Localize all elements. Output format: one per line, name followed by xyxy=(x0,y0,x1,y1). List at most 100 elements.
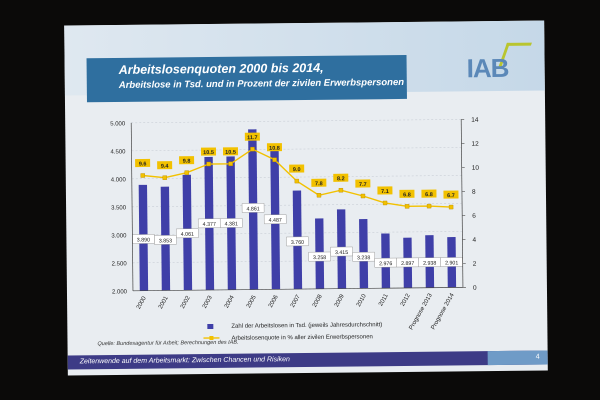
rate-point xyxy=(404,204,410,209)
bar-value-label: 3.258 xyxy=(313,255,326,261)
rate-value-label: 10.8 xyxy=(269,146,280,152)
y-left-tick-label: 4.000 xyxy=(111,177,127,183)
bar-value-label: 3.853 xyxy=(159,238,172,244)
rate-value-label: 8.2 xyxy=(337,176,345,182)
rate-point xyxy=(338,188,344,193)
rate-value-label: 9.0 xyxy=(293,167,301,173)
bar-label-box xyxy=(154,235,177,245)
bar-label-box xyxy=(263,214,287,225)
rate-label-box xyxy=(222,147,239,156)
bar-value-label: 2.938 xyxy=(423,261,436,267)
chart: 3.890 3.853 4.061 4.377 4.381 4.861 4.487 3.760… xyxy=(110,117,480,342)
bar-value-label: 3.415 xyxy=(335,250,348,256)
y-left-axis xyxy=(130,122,134,291)
rate-point xyxy=(382,200,388,206)
y-right-tick-label: 8 xyxy=(472,189,476,196)
rate-label-box xyxy=(135,158,151,168)
rate-label-box xyxy=(244,132,260,141)
bar-value-label: 2.901 xyxy=(445,260,458,266)
rate-value-label: 9.4 xyxy=(161,164,170,170)
bar-value-label: 2.897 xyxy=(401,261,414,267)
rate-value-label: 7.8 xyxy=(315,181,323,187)
y-right-tick-label: 0 xyxy=(473,285,477,292)
rate-point xyxy=(360,193,366,199)
rate-label-box xyxy=(179,156,195,165)
y-right-tick-label: 2 xyxy=(473,261,477,268)
bar-value-label: 4.061 xyxy=(181,232,194,238)
y-left-tick-label: 2.000 xyxy=(112,289,128,295)
rate-label-box xyxy=(377,186,393,195)
rate-value-label: 6.8 xyxy=(403,192,411,198)
footer-accent: 4 xyxy=(487,350,548,366)
rate-point xyxy=(228,161,233,167)
gridline xyxy=(131,175,462,180)
rate-point xyxy=(162,175,168,180)
rate-point xyxy=(250,146,255,152)
x-tick-label: 2011 xyxy=(378,293,390,308)
y-left-tick-label: 2.500 xyxy=(112,261,128,267)
x-tick-label: 2012 xyxy=(400,292,412,307)
bar-label-box xyxy=(176,228,199,239)
page-number: 4 xyxy=(535,353,540,361)
x-tick-label: 2002 xyxy=(180,295,192,310)
rate-label-box xyxy=(421,189,437,198)
rate-value-label: 10.5 xyxy=(203,150,214,156)
rate-value-label: 7.1 xyxy=(381,189,389,195)
presentation-slide: Arbeitslosenquoten 2000 bis 2014, Arbeit… xyxy=(64,20,548,376)
bar-value-label: 4.487 xyxy=(269,218,282,224)
bar-label-box xyxy=(220,218,243,228)
rate-point xyxy=(294,178,300,184)
y-right-tick-label: 12 xyxy=(471,141,479,148)
x-tick-label: Prognose 2013 xyxy=(409,292,435,331)
rate-label-box xyxy=(266,143,283,152)
x-tick-label: 2007 xyxy=(290,294,302,309)
rate-point xyxy=(448,204,454,210)
rate-label-box xyxy=(157,161,173,170)
rate-value-label: 6.8 xyxy=(425,192,433,198)
legend-swatch-marker xyxy=(209,335,214,341)
rate-label-box xyxy=(399,189,415,198)
y-right-tick-label: 10 xyxy=(472,165,480,172)
rate-point xyxy=(316,193,322,198)
bar-value-label: 3.238 xyxy=(357,255,370,261)
data-labels: 3.890 3.853 4.061 4.377 4.381 4.861 4.487 3.760… xyxy=(132,132,463,268)
x-tick-label: 2000 xyxy=(136,295,148,310)
bar-label-box xyxy=(308,251,331,262)
x-tick-label: 2005 xyxy=(246,294,258,309)
y-right-axis xyxy=(460,119,464,288)
y-right-tick-label: 6 xyxy=(472,213,476,220)
bar-label-box xyxy=(286,236,309,247)
x-tick-label: 2009 xyxy=(334,293,346,308)
legend-swatch-bars xyxy=(207,323,214,330)
bar-value-label: 3.760 xyxy=(291,240,304,246)
rate-label-box xyxy=(311,178,327,187)
rate-value-label: 11.7 xyxy=(247,135,257,141)
rate-label-box xyxy=(200,147,217,156)
y-left-tick-label: 3.500 xyxy=(111,205,127,211)
legend-label-line: Arbeitslosenquote in % aller zivilen Erw… xyxy=(231,334,372,341)
rate-value-label: 6.7 xyxy=(447,193,455,199)
bar-value-label: 4.861 xyxy=(246,206,259,212)
bar-label-box xyxy=(330,246,353,257)
rate-value-label: 10.5 xyxy=(225,150,236,156)
x-tick-label: 2008 xyxy=(312,293,324,308)
bar-value-label: 4.381 xyxy=(225,221,238,227)
rate-label-box xyxy=(289,164,305,173)
y-right-tick-label: 4 xyxy=(472,237,476,244)
rate-point xyxy=(272,157,277,162)
legend-label-bars: Zahl der Arbeitslosen in Tsd. (jeweils J… xyxy=(231,322,382,330)
rate-label-box xyxy=(333,173,349,182)
gridline xyxy=(131,119,462,124)
x-tick-label: 2010 xyxy=(356,293,368,308)
x-tick-label: 2004 xyxy=(224,294,236,309)
rate-value-label: 7.7 xyxy=(359,182,367,188)
y-left-tick-label: 3.000 xyxy=(111,233,127,239)
x-tick-label: 2006 xyxy=(268,294,280,309)
rate-point xyxy=(140,173,145,178)
gridline xyxy=(131,147,462,152)
y-left-tick-label: 5.000 xyxy=(110,121,126,127)
bar-value-label: 4.377 xyxy=(203,222,216,228)
bar-value-label: 2.976 xyxy=(379,261,392,267)
rate-point xyxy=(206,161,211,167)
bar-label-box xyxy=(241,203,265,213)
